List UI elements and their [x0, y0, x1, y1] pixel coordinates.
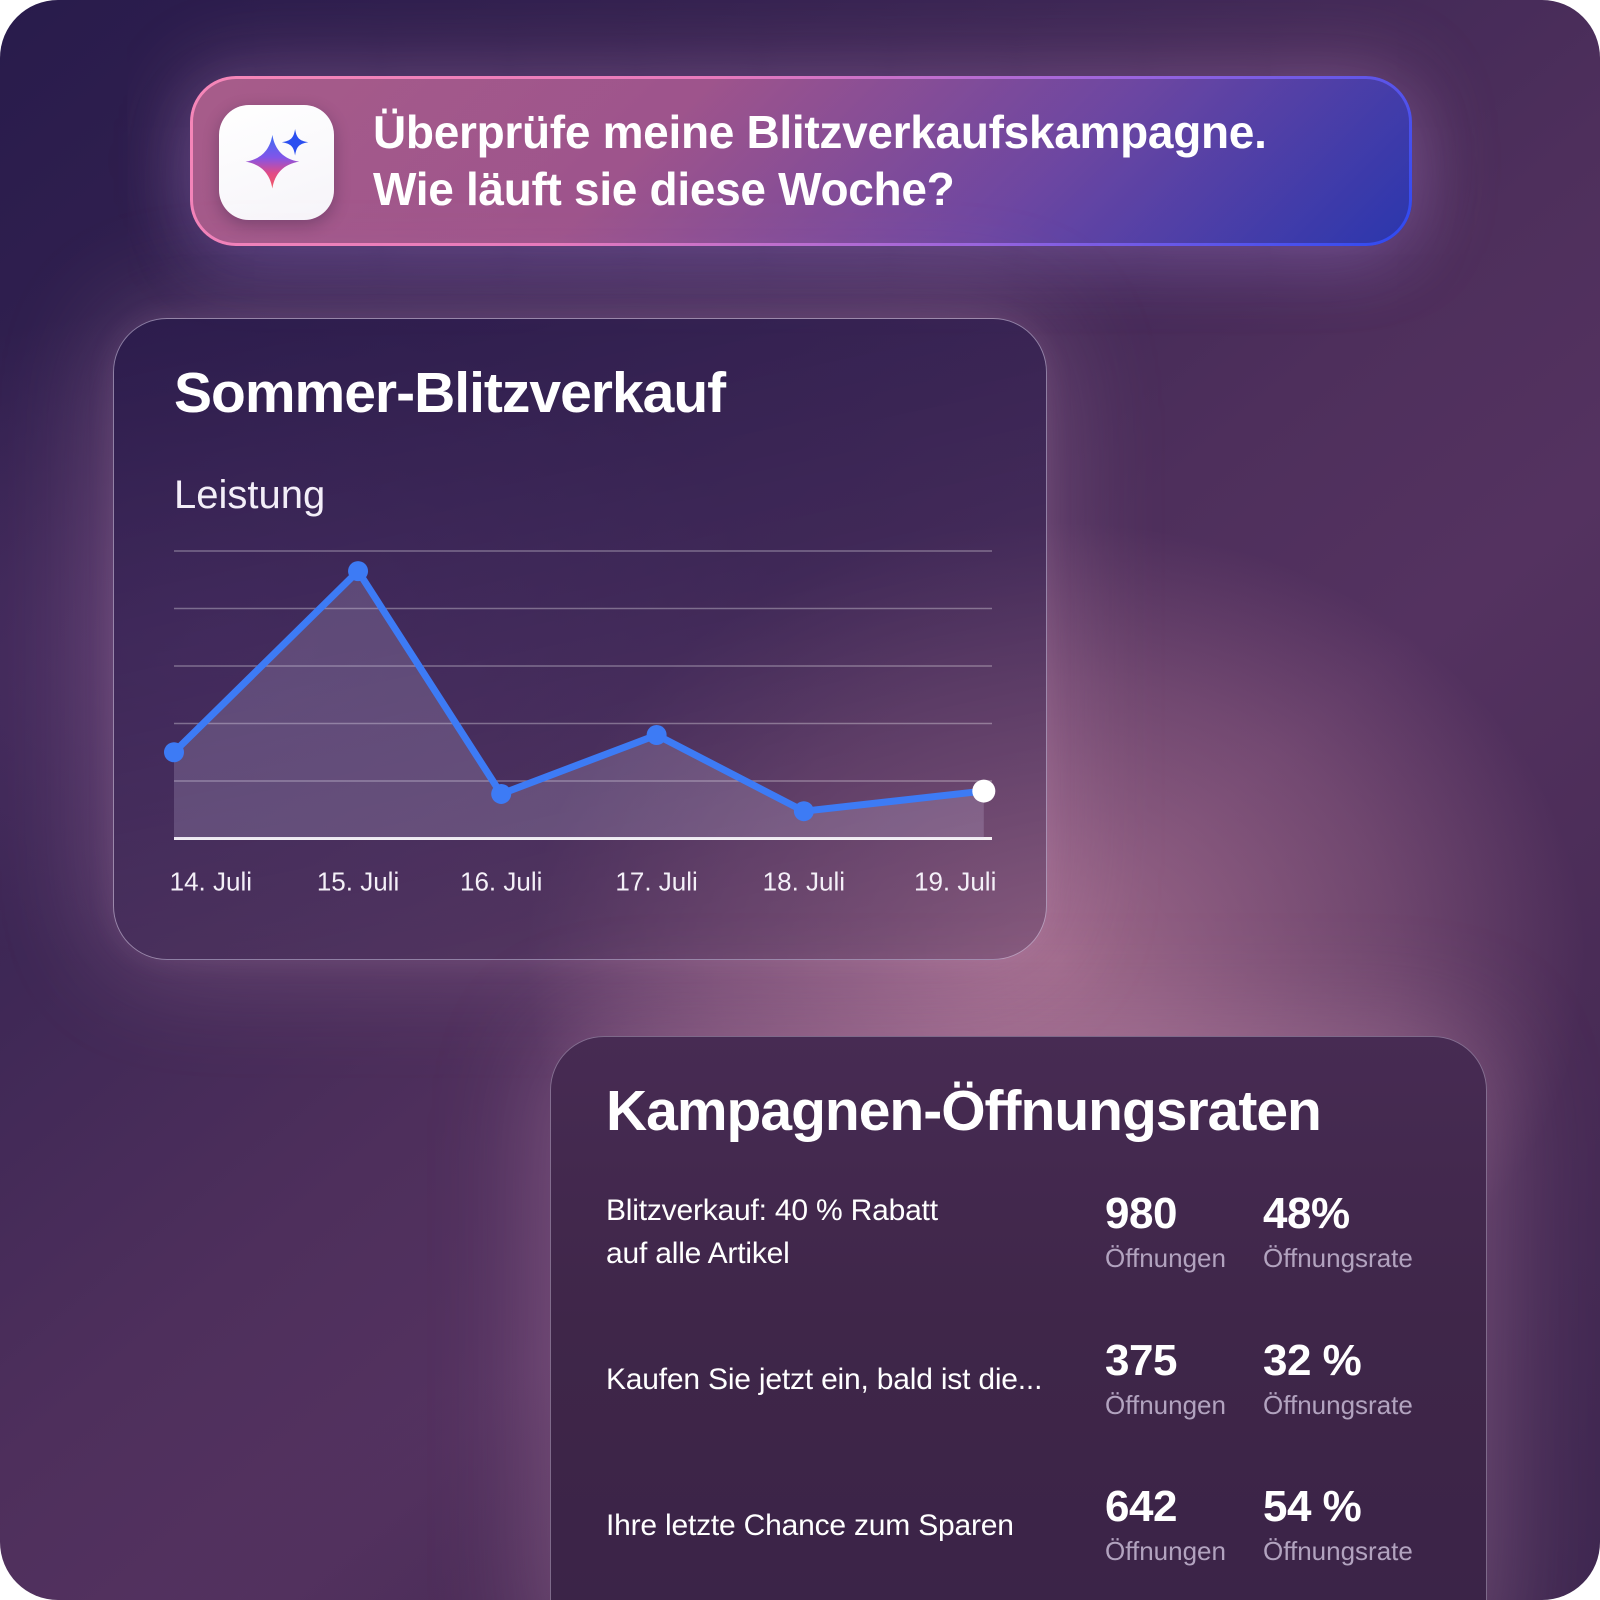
- rate-row[interactable]: Ihre letzte Chance zum Sparen 642 Öffnun…: [606, 1483, 1416, 1567]
- campaign-label: Ihre letzte Chance zum Sparen: [606, 1508, 1014, 1542]
- rate-row[interactable]: Kaufen Sie jetzt ein, bald ist die... 37…: [606, 1337, 1416, 1421]
- chart-axis-label: 17. Juli: [615, 867, 697, 897]
- chart-area-fill: [174, 571, 984, 839]
- chart-point: [793, 801, 814, 822]
- performance-card-title: Sommer-Blitzverkauf: [174, 361, 726, 425]
- chart-point: [348, 561, 369, 582]
- chart-axis-label: 19. Juli: [914, 867, 996, 897]
- prompt-text-line1: Überprüfe meine Blitzverkaufskampagne.: [373, 106, 1267, 158]
- campaign-label: Kaufen Sie jetzt ein, bald ist die...: [606, 1362, 1043, 1396]
- chart-axis-label: 18. Juli: [763, 867, 845, 897]
- line-chart-svg: 14. Juli 15. Juli 16. Juli 17. Juli 18. Juli…: [164, 550, 996, 897]
- rate-stat: 54 % Öffnungsrate: [1263, 1483, 1423, 1567]
- prompt-text: Überprüfe meine Blitzverkaufskampagne. W…: [373, 104, 1267, 218]
- opens-label: Öffnungen: [1105, 1390, 1226, 1420]
- campaign-label: Blitzverkauf: 40 % Rabatt auf alle Artik…: [606, 1194, 938, 1270]
- opens-label: Öffnungen: [1105, 1536, 1226, 1566]
- opens-stat: 980 Öffnungen: [1105, 1190, 1263, 1274]
- open-rates-title: Kampagnen-Öffnungsraten: [606, 1079, 1322, 1143]
- chart-point-current: [972, 779, 996, 803]
- chart-point: [164, 742, 184, 763]
- opens-label: Öffnungen: [1105, 1243, 1226, 1273]
- opens-stat: 642 Öffnungen: [1105, 1483, 1263, 1567]
- opens-value: 375: [1105, 1336, 1177, 1385]
- rate-label: Öffnungsrate: [1263, 1243, 1413, 1273]
- chart-axis-label: 14. Juli: [170, 867, 252, 897]
- rate-value: 32 %: [1263, 1336, 1362, 1385]
- sparkle-plus-shape: [281, 129, 309, 156]
- sparkle-star-shape: [245, 134, 300, 189]
- rate-value: 48%: [1263, 1189, 1350, 1238]
- opens-stat: 375 Öffnungen: [1105, 1337, 1263, 1421]
- chart-line: [170, 567, 988, 815]
- chart-axis-label: 16. Juli: [460, 867, 542, 897]
- rate-stat: 48% Öffnungsrate: [1263, 1190, 1423, 1274]
- chart-point: [491, 783, 512, 804]
- rate-value: 54 %: [1263, 1482, 1362, 1531]
- ai-sparkle-icon: [219, 105, 334, 220]
- rate-stat: 32 % Öffnungsrate: [1263, 1337, 1423, 1421]
- opens-value: 980: [1105, 1189, 1177, 1238]
- chart-axis-label: 15. Juli: [317, 867, 399, 897]
- performance-card: Sommer-Blitzverkauf Leistung 14. Juli 15.…: [113, 318, 1047, 960]
- opens-value: 642: [1105, 1482, 1177, 1531]
- open-rates-list: Blitzverkauf: 40 % Rabatt auf alle Artik…: [606, 1189, 1416, 1567]
- rate-label: Öffnungsrate: [1263, 1536, 1413, 1566]
- chart-point: [646, 725, 667, 745]
- prompt-bubble: Überprüfe meine Blitzverkaufskampagne. W…: [190, 76, 1412, 246]
- rate-row[interactable]: Blitzverkauf: 40 % Rabatt auf alle Artik…: [606, 1189, 1416, 1275]
- performance-card-subtitle: Leistung: [174, 473, 326, 517]
- rate-label: Öffnungsrate: [1263, 1390, 1413, 1420]
- prompt-text-line2: Wie läuft sie diese Woche?: [373, 163, 955, 215]
- performance-line-chart: 14. Juli 15. Juli 16. Juli 17. Juli 18. Juli…: [164, 547, 996, 913]
- open-rates-card: Kampagnen-Öffnungsraten Blitzverkauf: 40…: [550, 1036, 1487, 1600]
